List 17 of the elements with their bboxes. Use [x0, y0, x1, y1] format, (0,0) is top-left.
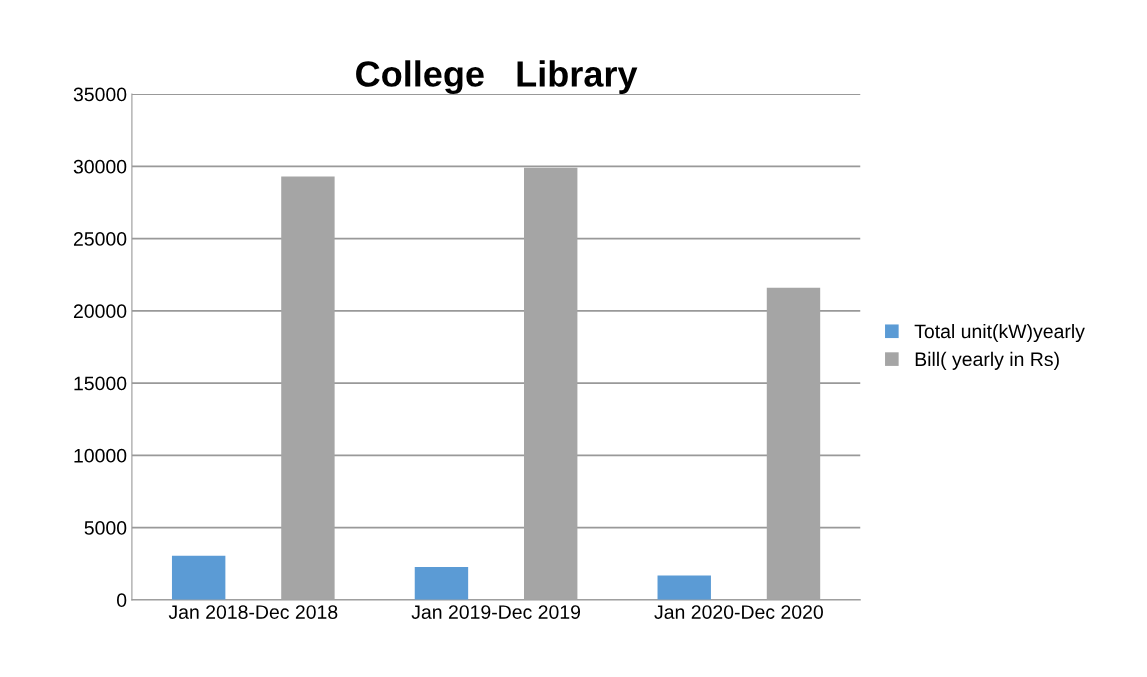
bar — [171, 555, 226, 600]
y-tick-label: 20000 — [73, 304, 127, 319]
y-tick-label: 15000 — [74, 376, 127, 391]
legend-label: Bill( yearly in Rs) — [915, 351, 1059, 370]
chart-title: College Library — [356, 60, 638, 95]
x-tick-label: Jan 2020-Dec 2020 — [654, 605, 823, 619]
y-tick-label: 35000 — [73, 87, 127, 102]
legend-label: Total unit(kW)yearly — [914, 323, 1085, 343]
x-tick-label: Jan 2019-Dec 2019 — [411, 605, 581, 619]
y-tick-label: 25000 — [73, 232, 127, 246]
y-tick-label: 0 — [116, 593, 127, 608]
y-tick-label: 5000 — [84, 521, 127, 535]
x-tick-label: Jan 2018-Dec 2018 — [168, 605, 338, 619]
y-tick-label: 30000 — [73, 159, 127, 174]
bar — [414, 566, 469, 600]
bar — [657, 575, 711, 600]
y-tick-label: 10000 — [74, 448, 127, 463]
